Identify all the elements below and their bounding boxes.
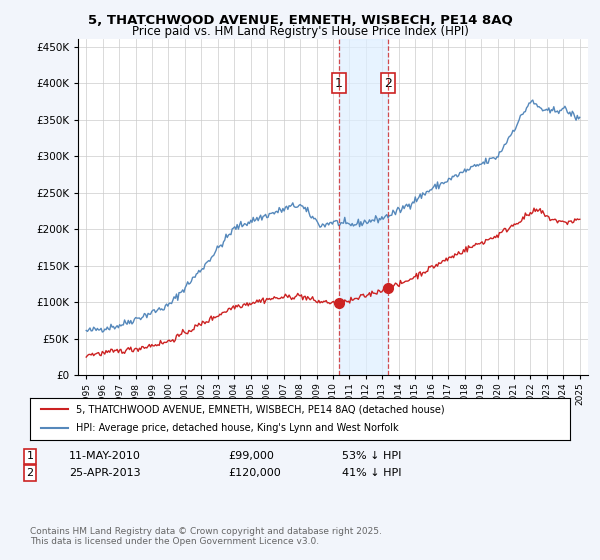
Text: 41% ↓ HPI: 41% ↓ HPI <box>342 468 401 478</box>
Text: 1: 1 <box>335 77 343 90</box>
Text: 5, THATCHWOOD AVENUE, EMNETH, WISBECH, PE14 8AQ (detached house): 5, THATCHWOOD AVENUE, EMNETH, WISBECH, P… <box>76 404 445 414</box>
Bar <box>339 39 388 375</box>
Text: £99,000: £99,000 <box>228 451 274 461</box>
Text: Contains HM Land Registry data © Crown copyright and database right 2025.
This d: Contains HM Land Registry data © Crown c… <box>30 526 382 546</box>
Text: HPI: Average price, detached house, King's Lynn and West Norfolk: HPI: Average price, detached house, King… <box>76 423 398 433</box>
Text: 25-APR-2013: 25-APR-2013 <box>69 468 140 478</box>
Text: 11-MAY-2010: 11-MAY-2010 <box>69 451 141 461</box>
Text: 1: 1 <box>26 451 34 461</box>
Text: 2: 2 <box>383 77 392 90</box>
Text: Price paid vs. HM Land Registry's House Price Index (HPI): Price paid vs. HM Land Registry's House … <box>131 25 469 38</box>
Text: £120,000: £120,000 <box>228 468 281 478</box>
Text: 5, THATCHWOOD AVENUE, EMNETH, WISBECH, PE14 8AQ: 5, THATCHWOOD AVENUE, EMNETH, WISBECH, P… <box>88 14 512 27</box>
Text: 53% ↓ HPI: 53% ↓ HPI <box>342 451 401 461</box>
Text: 2: 2 <box>26 468 34 478</box>
